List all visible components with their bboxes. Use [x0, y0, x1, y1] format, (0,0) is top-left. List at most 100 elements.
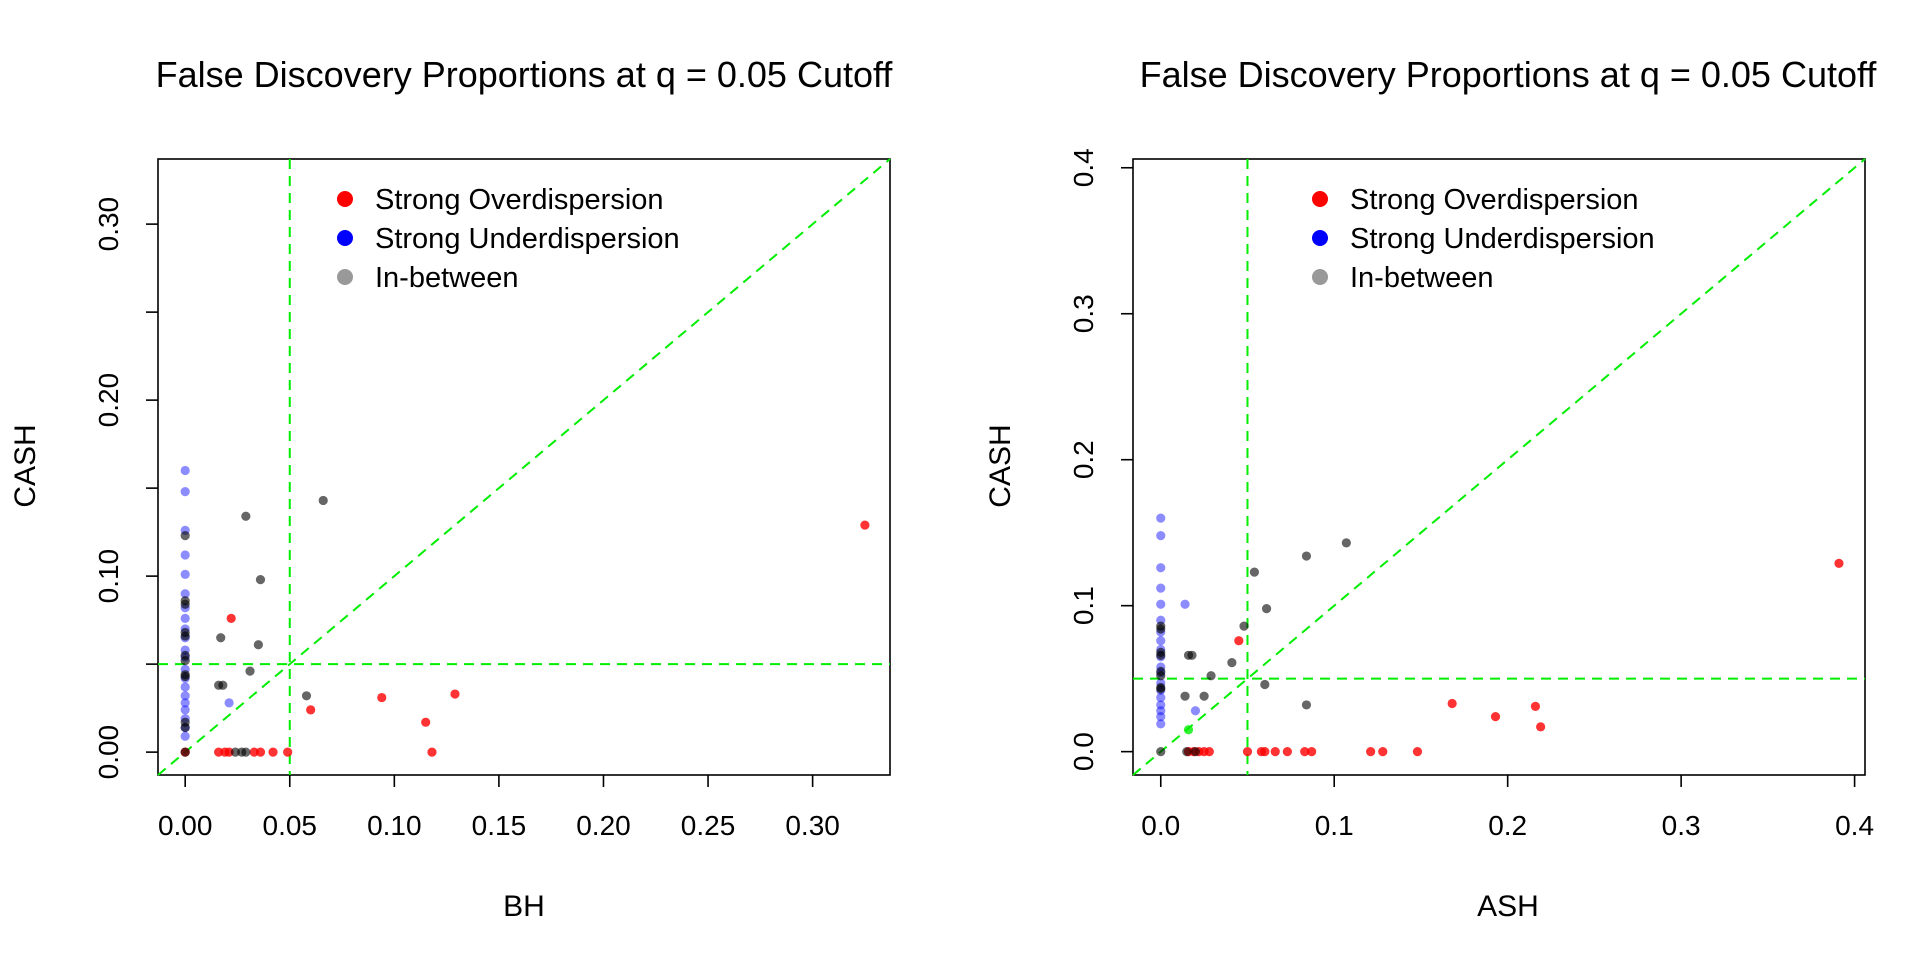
x-axis: 0.00 0.05 0.10 0.15 0.20 0.25 0.30: [158, 775, 840, 841]
point-strong-overdispersion: [1490, 712, 1501, 722]
x-tick-label: 0.00: [158, 810, 213, 841]
point-in-between: [1261, 603, 1272, 614]
point-in-between: [1182, 747, 1192, 757]
point-strong-underdispersion: [1156, 513, 1166, 523]
point-strong-underdispersion: [180, 691, 190, 701]
y-tick-label: 0.0: [1068, 732, 1099, 771]
point-strong-underdispersion: [1156, 599, 1166, 609]
point-in-between: [1199, 691, 1209, 701]
point-strong-underdispersion: [1156, 583, 1166, 593]
reference-lines: [157, 158, 891, 776]
diagonal-line: [157, 158, 891, 776]
point-in-between: [180, 531, 190, 541]
point-in-between: [1156, 684, 1166, 694]
point-strong-overdispersion: [1260, 747, 1270, 757]
y-tick-label: 0.4: [1068, 148, 1099, 187]
point-strong-overdispersion: [1300, 747, 1310, 757]
y-tick-label: 0.30: [93, 197, 124, 252]
point-strong-overdispersion: [306, 705, 316, 715]
point-strong-underdispersion: [1180, 599, 1190, 609]
point-strong-overdispersion: [268, 747, 278, 757]
legend: Strong Overdispersion Strong Underdispers…: [337, 184, 680, 294]
point-strong-underdispersion: [180, 569, 190, 579]
point-strong-overdispersion: [1242, 747, 1253, 757]
plot-frame: [1132, 158, 1866, 776]
point-strong-overdispersion: [1307, 747, 1317, 757]
point-strong-overdispersion: [427, 747, 437, 757]
data-points: [1156, 513, 1844, 757]
point-strong-overdispersion: [226, 613, 236, 623]
legend-label: Strong Underdispersion: [375, 223, 680, 255]
y-tick-label: 0.10: [93, 549, 124, 604]
point-in-between: [253, 640, 263, 650]
point-in-between: [1301, 551, 1312, 561]
point-in-between: [1180, 691, 1190, 701]
plot-frame: [157, 158, 891, 776]
point-in-between: [180, 722, 190, 733]
diagonal-line: [1132, 158, 1866, 776]
x-axis: 0.0 0.1 0.2 0.3 0.4: [1141, 775, 1874, 841]
point-strong-overdispersion: [283, 747, 293, 757]
chart-title: False Discovery Proportions at q = 0.05 …: [1140, 54, 1878, 95]
point-strong-underdispersion: [180, 465, 190, 476]
x-tick-label: 0.2: [1488, 810, 1527, 841]
x-tick-label: 0.05: [263, 810, 318, 841]
point-in-between: [1227, 658, 1237, 668]
point-strong-underdispersion: [1156, 700, 1166, 710]
x-tick-label: 0.30: [785, 810, 840, 841]
point-in-between: [1239, 621, 1249, 631]
point-strong-overdispersion: [1204, 747, 1214, 757]
y-axis-label: CASH: [9, 424, 42, 507]
data-points: [180, 465, 870, 757]
legend-marker-strong-overdispersion: [1312, 191, 1328, 207]
point-strong-underdispersion: [1156, 563, 1166, 573]
point-strong-underdispersion: [180, 487, 190, 497]
legend: Strong Overdispersion Strong Underdispers…: [1312, 184, 1655, 294]
point-strong-overdispersion: [1412, 747, 1423, 757]
legend-marker-strong-underdispersion: [337, 230, 353, 246]
y-tick-label: 0.3: [1068, 294, 1099, 333]
point-in-between: [255, 575, 266, 585]
legend-label: In-between: [1350, 262, 1494, 294]
x-axis-label: BH: [503, 890, 545, 923]
point-strong-underdispersion: [1156, 636, 1166, 646]
point-strong-overdispersion: [1234, 636, 1244, 646]
chart-panel-ash-vs-cash: False Discovery Proportions at q = 0.05 …: [984, 54, 1877, 923]
point-in-between: [1187, 650, 1197, 660]
point-in-between: [1341, 538, 1351, 548]
point-in-between: [241, 747, 251, 757]
point-in-between: [180, 671, 190, 682]
chart-panel-bh-vs-cash: False Discovery Proportions at q = 0.05 …: [9, 54, 893, 923]
point-in-between: [180, 631, 190, 641]
point-in-between: [1156, 624, 1166, 634]
point-in-between: [1260, 679, 1270, 690]
point-strong-overdispersion: [1447, 698, 1457, 709]
y-tick-label: 0.00: [93, 725, 124, 780]
point-strong-overdispersion: [1366, 747, 1376, 757]
point-in-between: [218, 680, 228, 690]
point-in-between: [1156, 650, 1166, 660]
point-in-between: [1190, 747, 1201, 757]
point-in-between: [241, 511, 251, 521]
point-strong-underdispersion: [180, 589, 190, 599]
point-in-between: [180, 747, 190, 757]
chart-title: False Discovery Proportions at q = 0.05 …: [156, 54, 894, 95]
legend-label: In-between: [375, 262, 519, 294]
y-tick-label: 0.20: [93, 373, 124, 428]
point-in-between: [1249, 567, 1260, 577]
y-tick-label: 0.1: [1068, 586, 1099, 625]
point-strong-overdispersion: [1536, 722, 1546, 732]
legend-marker-strong-overdispersion: [337, 191, 353, 207]
point-strong-underdispersion: [180, 705, 190, 715]
point-strong-underdispersion: [180, 613, 190, 623]
point-strong-underdispersion: [180, 682, 190, 692]
point-strong-underdispersion: [1156, 706, 1166, 716]
point-strong-overdispersion: [1530, 701, 1541, 711]
point-strong-overdispersion: [1834, 558, 1844, 568]
point-in-between: [1206, 671, 1216, 681]
x-tick-label: 0.0: [1141, 810, 1180, 841]
point-in-between: [180, 656, 190, 666]
y-tick-label: 0.2: [1068, 440, 1099, 479]
